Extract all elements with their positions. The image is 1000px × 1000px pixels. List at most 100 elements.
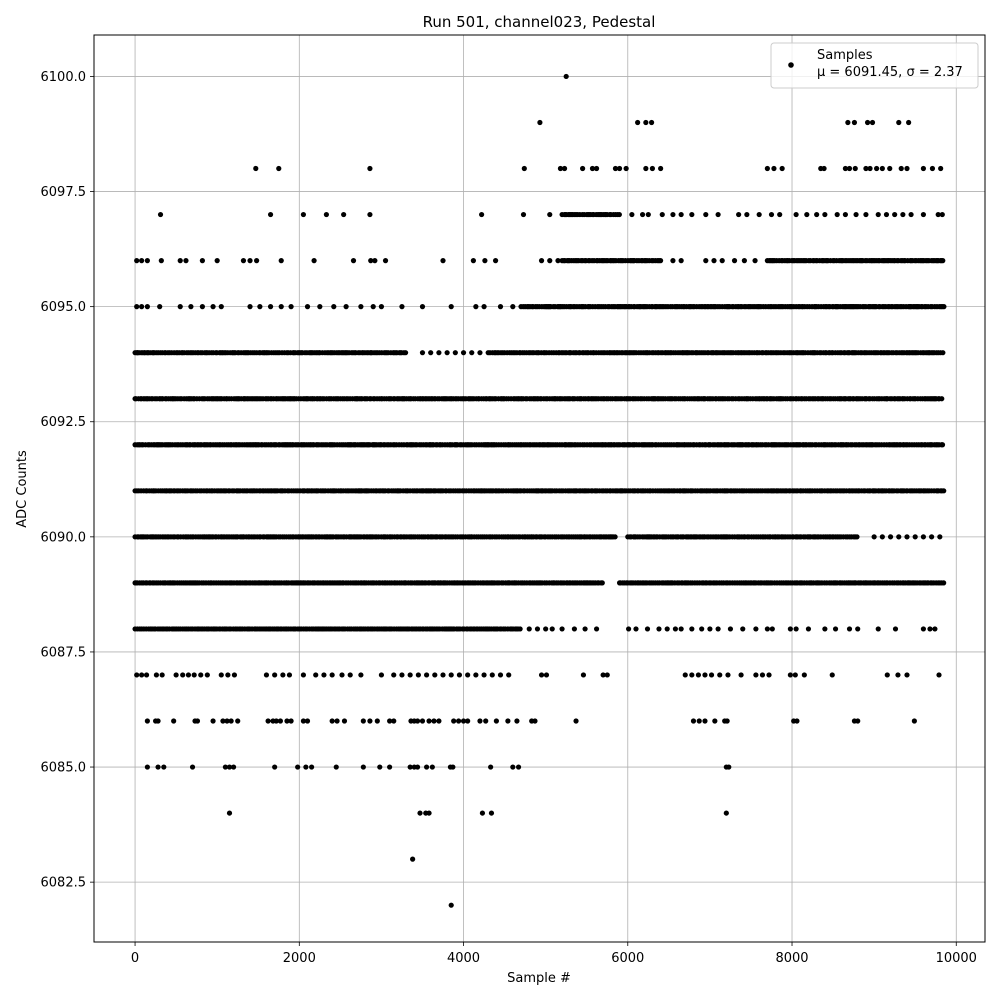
data-point	[367, 718, 373, 724]
data-point	[247, 304, 253, 310]
data-point	[488, 764, 494, 770]
data-point	[633, 626, 639, 632]
data-point	[477, 350, 483, 356]
data-point	[204, 672, 210, 678]
y-tick-label: 6095.0	[41, 300, 87, 315]
data-point	[286, 672, 293, 678]
data-point	[477, 718, 483, 724]
data-point	[210, 718, 216, 724]
data-point	[832, 626, 839, 632]
data-point	[520, 211, 527, 218]
data-point	[664, 626, 670, 632]
data-point	[231, 764, 237, 770]
data-point	[199, 304, 205, 310]
data-point	[639, 211, 646, 218]
data-point	[460, 350, 467, 356]
y-tick-label: 6092.5	[41, 415, 87, 430]
data-point	[940, 350, 946, 356]
data-point	[134, 258, 140, 264]
data-point	[939, 211, 945, 218]
data-point	[658, 165, 664, 172]
x-tick-label: 4000	[447, 951, 480, 966]
data-point	[304, 304, 311, 310]
data-point	[834, 211, 840, 218]
data-point	[719, 258, 725, 264]
data-point	[231, 672, 238, 678]
data-point	[792, 672, 798, 678]
data-point	[626, 626, 632, 632]
data-point	[711, 258, 717, 264]
data-point	[547, 211, 553, 218]
data-point	[432, 672, 438, 678]
data-point	[678, 211, 684, 218]
data-point	[265, 718, 271, 724]
data-point	[155, 764, 161, 770]
data-point	[912, 534, 918, 540]
data-point	[410, 856, 416, 862]
data-point	[423, 764, 430, 770]
data-point	[341, 211, 347, 218]
x-tick-label: 8000	[775, 951, 808, 966]
data-point	[604, 672, 610, 678]
data-point	[851, 119, 858, 126]
data-point	[465, 672, 471, 678]
data-point	[571, 626, 578, 632]
data-point	[456, 672, 463, 678]
data-point	[391, 718, 397, 724]
data-point	[892, 211, 898, 218]
data-point	[543, 626, 549, 632]
data-point	[690, 718, 697, 724]
data-point	[707, 626, 713, 632]
data-point	[225, 672, 231, 678]
data-point	[689, 626, 695, 632]
data-point	[659, 211, 665, 218]
data-point	[911, 718, 917, 724]
data-point	[273, 718, 279, 724]
data-point	[414, 764, 421, 770]
data-point	[460, 718, 467, 724]
data-point	[323, 211, 329, 218]
data-point	[142, 350, 148, 356]
data-point	[752, 258, 758, 264]
data-point	[726, 764, 732, 770]
data-point	[272, 764, 278, 770]
data-point	[161, 764, 167, 770]
data-point	[537, 119, 543, 126]
legend-stats: μ = 6091.45, σ = 2.37	[817, 65, 963, 80]
data-point	[177, 304, 183, 310]
data-point	[506, 672, 512, 678]
data-point	[731, 258, 738, 264]
data-point	[869, 119, 876, 126]
data-point	[391, 672, 397, 678]
data-point	[744, 211, 750, 218]
data-point	[699, 626, 705, 632]
data-point	[257, 304, 263, 310]
data-point	[157, 211, 164, 218]
data-point	[144, 258, 150, 264]
data-point	[616, 211, 622, 218]
data-point	[415, 672, 421, 678]
data-point	[715, 626, 721, 632]
data-point	[736, 211, 742, 218]
data-point	[764, 165, 770, 172]
data-point	[656, 626, 662, 632]
data-point	[426, 718, 432, 724]
data-point	[473, 672, 479, 678]
data-point	[450, 764, 456, 770]
data-point	[854, 534, 860, 540]
data-point	[368, 258, 374, 264]
y-tick-label: 6100.0	[41, 70, 87, 85]
chart-title: Run 501, channel023, Pedestal	[423, 13, 656, 31]
data-point	[341, 718, 348, 724]
data-point	[374, 718, 380, 724]
data-point	[563, 73, 569, 80]
data-point	[920, 211, 927, 218]
data-point	[534, 626, 541, 632]
legend-box	[770, 42, 979, 89]
data-point	[600, 672, 606, 678]
data-point	[367, 211, 373, 218]
data-point	[593, 165, 600, 172]
data-point	[452, 350, 458, 356]
data-point	[936, 672, 942, 678]
data-point	[715, 211, 721, 218]
